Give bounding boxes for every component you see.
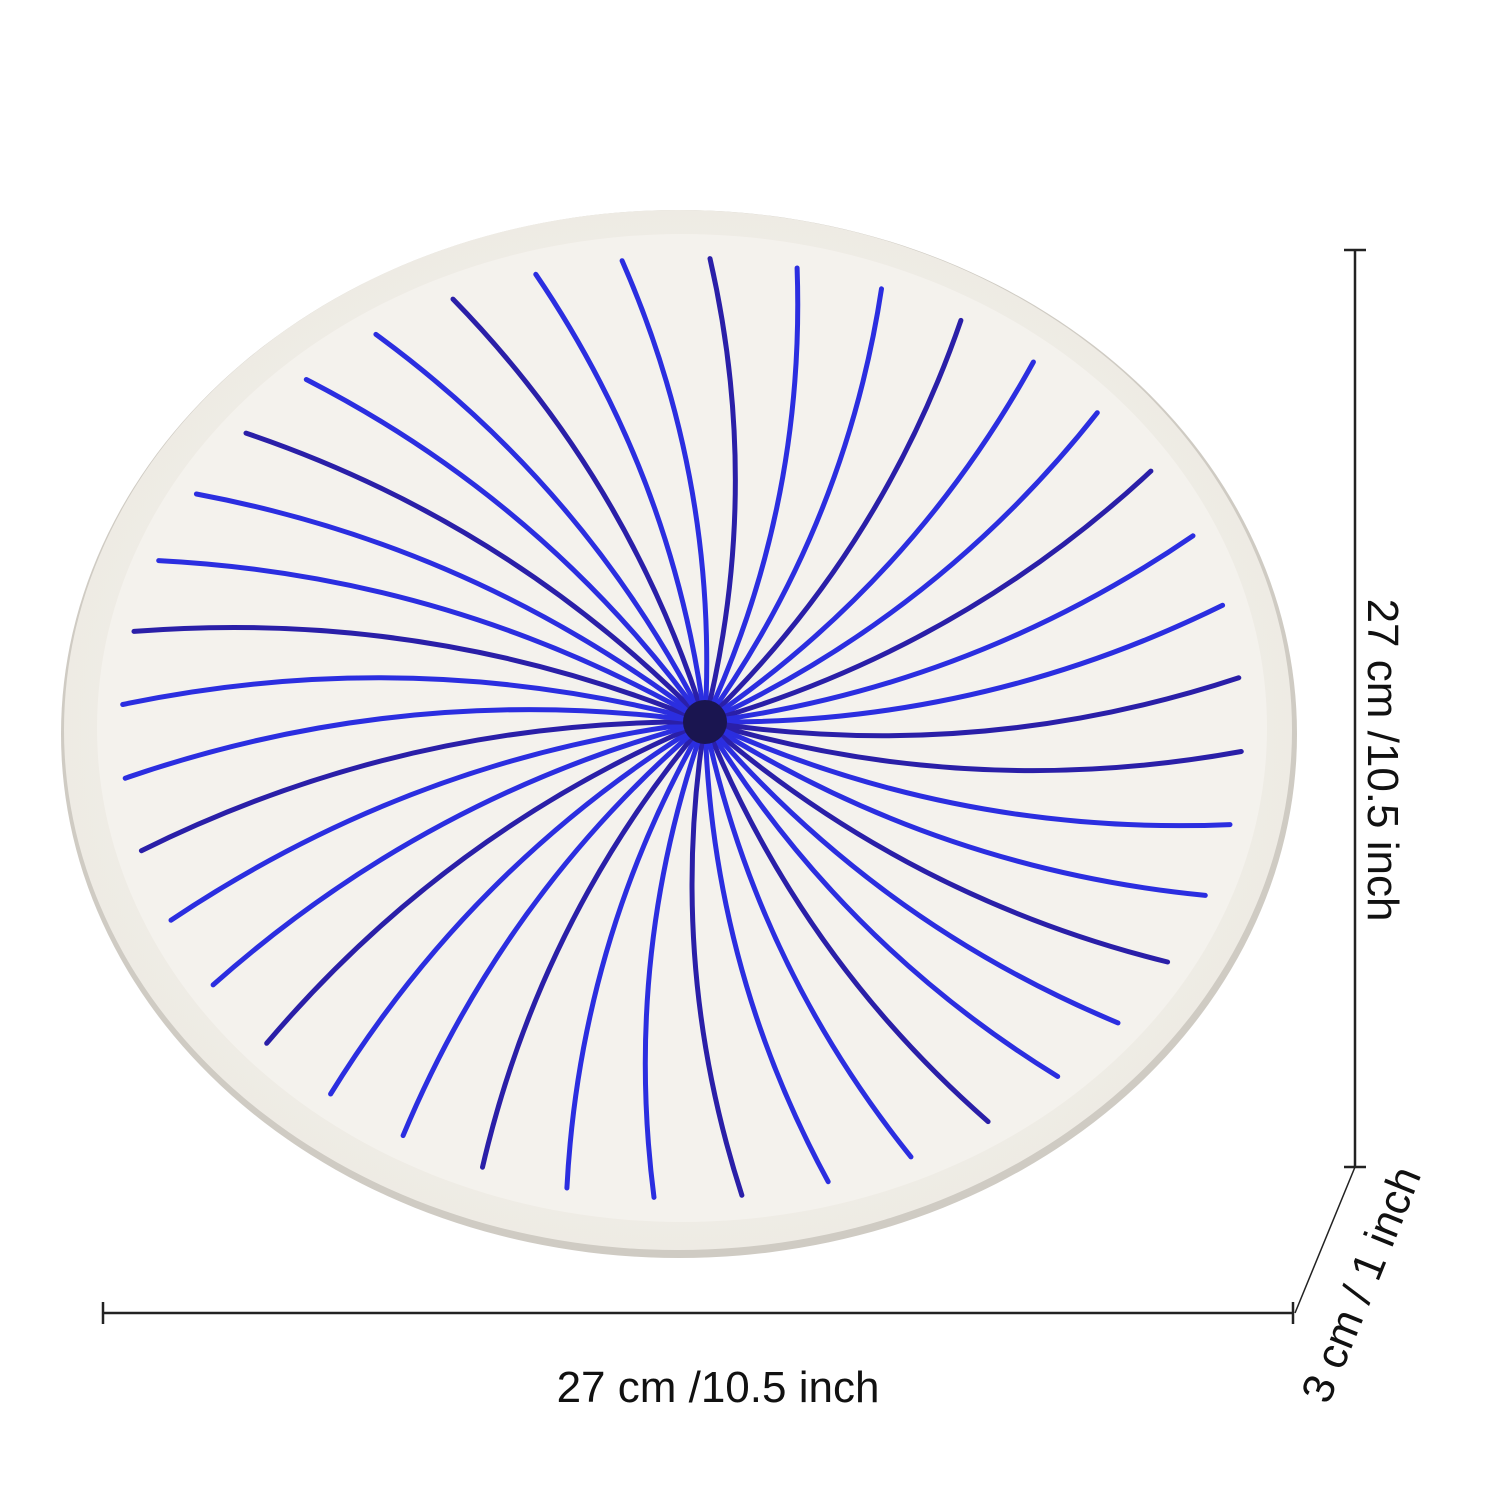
stripe bbox=[533, 271, 708, 725]
stripe bbox=[702, 719, 991, 1125]
stripe bbox=[480, 719, 708, 1170]
height-label: 27 cm /10.5 inch bbox=[1358, 599, 1407, 922]
stripe bbox=[642, 719, 708, 1200]
stripe bbox=[702, 719, 831, 1185]
plate-center bbox=[683, 700, 727, 744]
stripe bbox=[328, 719, 708, 1097]
stripe bbox=[702, 602, 1226, 725]
stripe bbox=[193, 491, 708, 725]
stripe bbox=[689, 719, 745, 1198]
stripe bbox=[303, 377, 708, 725]
stripe bbox=[702, 719, 1171, 965]
stripe bbox=[702, 719, 1208, 898]
stripe bbox=[702, 256, 738, 725]
stripe bbox=[702, 719, 914, 1160]
stripe bbox=[131, 624, 708, 725]
stripe bbox=[156, 558, 708, 725]
stripe bbox=[702, 719, 1244, 774]
stripe bbox=[702, 317, 964, 725]
stripe bbox=[702, 719, 1121, 1026]
stripe bbox=[210, 719, 708, 988]
stripe bbox=[120, 675, 708, 725]
depth-label: 3 cm / 1 inch bbox=[1292, 1160, 1431, 1410]
stripe bbox=[702, 719, 1233, 829]
stripe bbox=[264, 719, 708, 1046]
stripe bbox=[122, 707, 708, 781]
stripe bbox=[702, 533, 1196, 725]
stripe bbox=[702, 675, 1242, 739]
stripe bbox=[702, 359, 1036, 725]
stripe bbox=[400, 719, 708, 1139]
stripe bbox=[564, 719, 708, 1191]
stripe bbox=[168, 719, 708, 923]
stripe bbox=[138, 719, 708, 854]
stripe bbox=[702, 286, 884, 725]
stripe bbox=[702, 410, 1100, 725]
stripe bbox=[702, 265, 801, 725]
stripe bbox=[243, 430, 708, 725]
stripe bbox=[619, 258, 710, 725]
stripe bbox=[702, 719, 1061, 1079]
depth-dimension-line bbox=[1294, 1166, 1356, 1314]
stripe bbox=[702, 468, 1154, 725]
plate-stripes bbox=[120, 256, 1244, 1200]
stripe bbox=[450, 296, 708, 725]
width-label: 27 cm /10.5 inch bbox=[557, 1363, 880, 1412]
stripe bbox=[373, 331, 708, 725]
